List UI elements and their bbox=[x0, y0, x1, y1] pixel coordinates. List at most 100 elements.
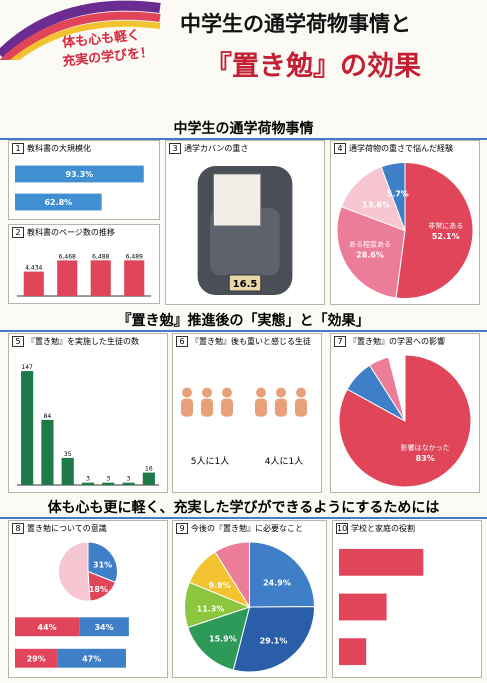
value-label: 84 bbox=[44, 413, 52, 420]
bar bbox=[339, 638, 366, 665]
people-label: 4人に1人 bbox=[265, 456, 303, 467]
person-body bbox=[181, 399, 193, 417]
slice-label: 非常にある bbox=[428, 221, 463, 230]
chart: 31% 18% bbox=[9, 536, 167, 607]
value-label: 62.8% bbox=[44, 198, 72, 207]
panel-number: 9 bbox=[176, 523, 188, 534]
value-label: 35 bbox=[64, 451, 72, 458]
panel-title-text: 教科書のページ数の推移 bbox=[27, 228, 115, 237]
panel-title-text: 今後の『置き勉』に必要なこと bbox=[191, 524, 303, 533]
bar bbox=[122, 483, 134, 485]
panel-title-text: 『置き勉』を実施した生徒の数 bbox=[27, 337, 139, 346]
bar bbox=[24, 272, 44, 296]
value-label: 6,468 bbox=[59, 253, 76, 260]
person-body bbox=[221, 399, 233, 417]
bar bbox=[143, 473, 155, 485]
bar bbox=[91, 260, 111, 296]
chart: 16.5 bbox=[166, 156, 324, 305]
person-body bbox=[201, 399, 213, 417]
bar bbox=[82, 483, 94, 485]
section-heading: 中学生の通学荷物事情 bbox=[0, 118, 487, 140]
pie-slice bbox=[58, 542, 89, 601]
slice-value: 31% bbox=[93, 561, 112, 570]
panel-number: 1 bbox=[12, 143, 24, 154]
panel-number: 7 bbox=[334, 336, 346, 347]
person-head bbox=[256, 388, 266, 398]
pie-slice bbox=[250, 542, 315, 607]
main-title: 『置き勉』の効果 bbox=[205, 44, 421, 83]
panel-number: 2 bbox=[12, 227, 24, 238]
value-label: 3 bbox=[86, 476, 90, 483]
bar bbox=[339, 594, 387, 621]
panel: 3通学カバンの重さ 16.5 bbox=[165, 140, 325, 305]
slice-value: 11.3% bbox=[197, 605, 225, 614]
value-label: 3 bbox=[106, 476, 110, 483]
person-body bbox=[255, 399, 267, 417]
chart: 5人に1人4人に1人 bbox=[173, 349, 321, 493]
panel-title-text: 教科書の大規模化 bbox=[27, 144, 91, 153]
chart: 影響はなかった 83% bbox=[331, 349, 479, 493]
value-label: 29% bbox=[27, 654, 46, 663]
notebook bbox=[213, 174, 260, 226]
value-label: 147 bbox=[21, 364, 33, 371]
person-body bbox=[275, 399, 287, 417]
slice-value: 18% bbox=[89, 585, 108, 594]
chart: 24.9%29.1%15.9%11.3%9.9% bbox=[173, 536, 326, 678]
bar bbox=[62, 458, 74, 485]
chart: 93.3% 62.8% bbox=[9, 156, 159, 220]
person-head bbox=[276, 388, 286, 398]
bar bbox=[124, 260, 144, 296]
weight-label: 16.5 bbox=[233, 279, 258, 290]
section-heading: 体も心も更に軽く、充実した学びができるようにするためには bbox=[0, 497, 487, 519]
bar bbox=[102, 483, 114, 485]
chart bbox=[333, 536, 481, 678]
slice-value: 28.6% bbox=[356, 250, 384, 259]
value-label: 34% bbox=[94, 623, 113, 632]
person-head bbox=[296, 388, 306, 398]
pie-slice bbox=[396, 163, 473, 299]
panel-number: 4 bbox=[334, 143, 346, 154]
slice-value: 83% bbox=[416, 454, 435, 463]
value-label: 6,488 bbox=[92, 253, 109, 260]
person-body bbox=[295, 399, 307, 417]
bar bbox=[57, 260, 77, 296]
bar bbox=[41, 420, 53, 485]
value-label: 3 bbox=[127, 476, 131, 483]
panel-title: 6『置き勉』後も重いと感じる生徒 bbox=[173, 334, 321, 349]
panel-number: 8 bbox=[12, 523, 24, 534]
value-label: 4,434 bbox=[25, 265, 42, 272]
panel-number: 10 bbox=[336, 523, 348, 534]
chart: 44%34%29%47% bbox=[9, 607, 167, 678]
panel-number: 5 bbox=[12, 336, 24, 347]
bar bbox=[339, 549, 423, 576]
slice-label: 影響はなかった bbox=[401, 443, 450, 452]
panel-number: 3 bbox=[169, 143, 181, 154]
panel-title-text: 通学荷物の重さで悩んだ経験 bbox=[349, 144, 453, 153]
person-head bbox=[222, 388, 232, 398]
panel-title: 7『置き勉』の学習への影響 bbox=[331, 334, 479, 349]
panel-title-text: 置き勉についての意識 bbox=[27, 524, 107, 533]
person-head bbox=[202, 388, 212, 398]
slice-value: 15.9% bbox=[209, 635, 237, 644]
section-heading: 『置き勉』推進後の「実態」と「効果」 bbox=[0, 310, 487, 332]
value-label: 44% bbox=[38, 623, 57, 632]
panel: 7『置き勉』の学習への影響影響はなかった 83% bbox=[330, 333, 480, 493]
slice-value: 9.9% bbox=[209, 581, 231, 590]
panel-title-text: 学校と家庭の役割 bbox=[351, 524, 415, 533]
value-label: 6,489 bbox=[126, 253, 143, 260]
person-head bbox=[182, 388, 192, 398]
value-label: 93.3% bbox=[65, 170, 93, 179]
panel-title-text: 通学カバンの重さ bbox=[184, 144, 248, 153]
